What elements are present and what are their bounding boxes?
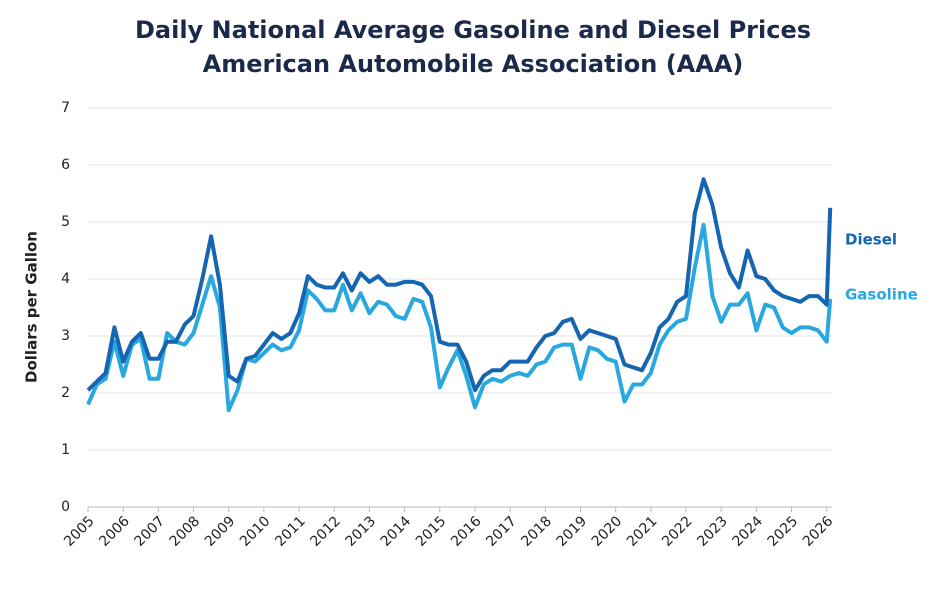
x-tick-label: 2022 (659, 513, 696, 550)
x-tick-label: 2021 (624, 513, 661, 550)
x-tick-label: 2011 (272, 513, 309, 550)
series-line (86, 222, 833, 413)
y-tick-label: 7 (61, 100, 70, 116)
series-label: Diesel (845, 231, 897, 249)
x-tick-label: 2006 (96, 513, 133, 550)
x-tick-label: 2017 (483, 513, 520, 550)
chart-title: Daily National Average Gasoline and Dies… (135, 16, 811, 44)
x-tick-label: 2014 (378, 513, 415, 550)
x-tick-label: 2020 (589, 513, 626, 550)
x-tick-label: 2010 (237, 513, 274, 550)
x-tick-label: 2023 (694, 513, 731, 550)
x-tick-label: 2016 (448, 513, 485, 550)
y-tick-label: 1 (61, 442, 70, 458)
x-tick-label: 2025 (765, 513, 802, 550)
x-tick-label: 2026 (800, 513, 837, 550)
x-tick-label: 2013 (343, 513, 380, 550)
x-tick-label: 2018 (518, 513, 555, 550)
series-label: Gasoline (845, 286, 918, 304)
x-tick-label: 2015 (413, 513, 450, 550)
x-tick-label: 2019 (554, 513, 591, 550)
y-tick-label: 3 (61, 328, 70, 344)
x-tick-label: 2009 (202, 513, 239, 550)
x-tick-label: 2007 (131, 513, 168, 550)
x-tick-label: 2005 (61, 513, 98, 550)
x-tick-label: 2008 (167, 513, 204, 550)
y-tick-label: 4 (61, 271, 70, 287)
y-tick-label: 6 (61, 157, 70, 173)
y-axis-label: Dollars per Gallon (23, 231, 41, 383)
x-tick-label: 2012 (307, 513, 344, 550)
y-tick-label: 2 (61, 385, 70, 401)
chart-subtitle: American Automobile Association (AAA) (203, 50, 744, 78)
series-line (86, 177, 833, 393)
y-tick-label: 5 (61, 214, 70, 230)
x-tick-label: 2024 (730, 513, 767, 550)
y-tick-label: 0 (61, 499, 70, 515)
